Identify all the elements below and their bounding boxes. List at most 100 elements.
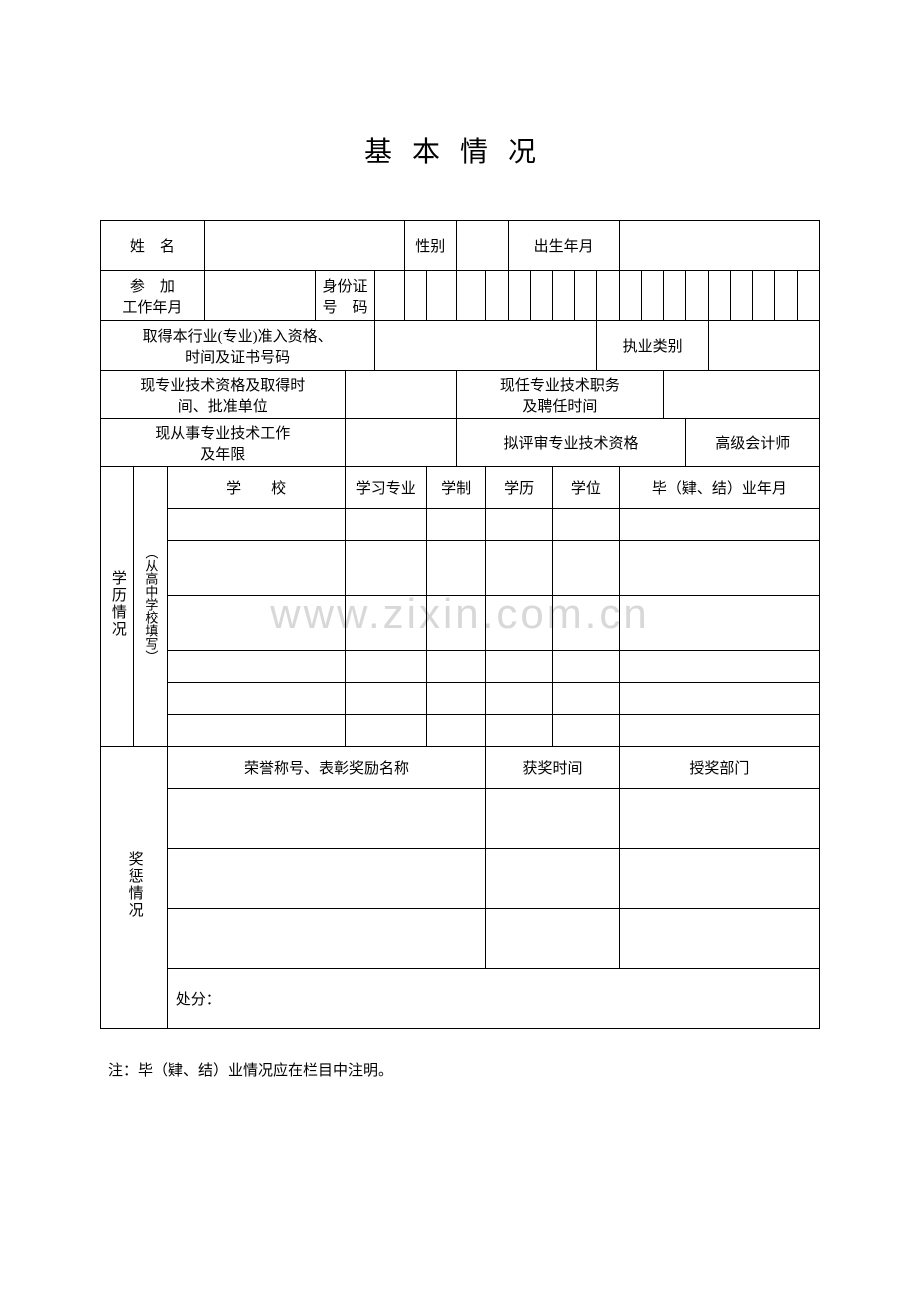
id-digit: [427, 271, 457, 321]
edu-cell: [553, 596, 620, 651]
edu-cell: [167, 683, 345, 715]
id-digit: [575, 271, 597, 321]
name-label: 姓 名: [101, 221, 205, 271]
edu-cell: [553, 541, 620, 596]
major-header: 学习专业: [345, 467, 427, 509]
edu-cell: [486, 683, 553, 715]
name-value: [204, 221, 404, 271]
id-digit: [508, 271, 530, 321]
edu-cell: [427, 683, 486, 715]
edu-cell: [167, 715, 345, 747]
education-side-sub: （从高中学校填写）: [134, 467, 167, 747]
practice-value: [708, 321, 819, 371]
edu-cell: [486, 651, 553, 683]
id-digit: [664, 271, 686, 321]
edu-cell: [427, 509, 486, 541]
edu-cell: [619, 651, 819, 683]
tech-qual-label: 现专业技术资格及取得时 间、批准单位: [101, 371, 346, 419]
edu-cell: [619, 596, 819, 651]
gender-value: [456, 221, 508, 271]
edu-cell: [345, 715, 427, 747]
award-cell: [167, 789, 486, 849]
award-time-header: 获奖时间: [486, 747, 619, 789]
grad-header: 毕（肄、结）业年月: [619, 467, 819, 509]
eval-value: 高级会计师: [686, 419, 820, 467]
award-cell: [486, 789, 619, 849]
punish-cell: 处分：: [167, 969, 819, 1029]
edu-cell: [619, 715, 819, 747]
work-value: [345, 419, 456, 467]
award-cell: [486, 909, 619, 969]
edu-cell: [553, 683, 620, 715]
work-label: 现从事专业技术工作 及年限: [101, 419, 346, 467]
edu-cell: [553, 715, 620, 747]
birth-label: 出生年月: [508, 221, 619, 271]
practice-label: 执业类别: [597, 321, 708, 371]
award-cell: [167, 909, 486, 969]
id-digit: [730, 271, 752, 321]
id-digit: [753, 271, 775, 321]
honor-header: 荣誉称号、表彰奖励名称: [167, 747, 486, 789]
id-digit: [708, 271, 730, 321]
awards-side-label: 奖惩情况: [101, 747, 168, 1029]
edu-cell: [486, 509, 553, 541]
edu-cell: [427, 596, 486, 651]
degree1-header: 学历: [486, 467, 553, 509]
edu-cell: [345, 651, 427, 683]
award-dept-header: 授奖部门: [619, 747, 819, 789]
id-digit: [456, 271, 486, 321]
degree2-header: 学位: [553, 467, 620, 509]
join-value: [204, 271, 315, 321]
form-table: 姓 名 性别 出生年月 参 加 工作年月 身份证 号 码: [100, 220, 820, 1029]
id-digit: [486, 271, 508, 321]
award-cell: [167, 849, 486, 909]
award-cell: [619, 789, 819, 849]
edu-cell: [486, 541, 553, 596]
edu-cell: [486, 596, 553, 651]
education-side-label: 学历情况: [101, 467, 134, 747]
id-digit: [641, 271, 663, 321]
edu-cell: [167, 541, 345, 596]
edu-cell: [345, 541, 427, 596]
edu-cell: [553, 651, 620, 683]
qualification-value: [375, 321, 597, 371]
edu-cell: [619, 683, 819, 715]
id-digit: [404, 271, 426, 321]
award-cell: [486, 849, 619, 909]
edu-cell: [345, 509, 427, 541]
edu-cell: [345, 683, 427, 715]
edu-cell: [427, 541, 486, 596]
edu-cell: [619, 541, 819, 596]
edu-cell: [167, 509, 345, 541]
edu-cell: [553, 509, 620, 541]
edu-cell: [619, 509, 819, 541]
school-header: 学 校: [167, 467, 345, 509]
edu-cell: [427, 651, 486, 683]
id-digit: [619, 271, 641, 321]
id-digit: [686, 271, 708, 321]
duration-header: 学制: [427, 467, 486, 509]
current-position-label: 现任专业技术职务 及聘任时间: [456, 371, 664, 419]
award-cell: [619, 849, 819, 909]
eval-label: 拟评审专业技术资格: [456, 419, 686, 467]
page-title: 基本情况: [100, 130, 820, 170]
edu-cell: [167, 596, 345, 651]
edu-cell: [486, 715, 553, 747]
edu-cell: [345, 596, 427, 651]
id-digit: [775, 271, 797, 321]
current-position-value: [664, 371, 820, 419]
birth-value: [619, 221, 819, 271]
footnote: 注：毕（肄、结）业情况应在栏目中注明。: [100, 1059, 820, 1080]
id-digit: [530, 271, 552, 321]
id-digit: [553, 271, 575, 321]
gender-label: 性别: [404, 221, 456, 271]
edu-cell: [167, 651, 345, 683]
qualification-label: 取得本行业(专业)准入资格、 时间及证书号码: [101, 321, 375, 371]
award-cell: [619, 909, 819, 969]
id-digit: [375, 271, 405, 321]
tech-qual-value: [345, 371, 456, 419]
id-digit: [797, 271, 819, 321]
edu-cell: [427, 715, 486, 747]
id-digit: [597, 271, 619, 321]
join-label: 参 加 工作年月: [101, 271, 205, 321]
